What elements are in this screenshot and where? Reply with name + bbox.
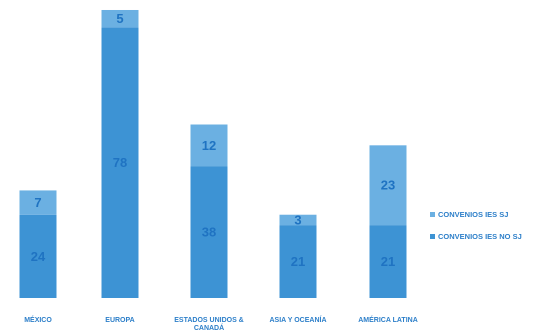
category-label-america-latina: AMÉRICA LATINA [358, 315, 418, 324]
bar-convenios-ies-sj-asia-y-oceania [279, 214, 317, 226]
legend-swatch-convenios-ies-sj [430, 212, 435, 217]
value-label-convenios-ies-sj-mexico: 7 [34, 195, 41, 210]
bar-convenios-ies-sj-america-latina [369, 145, 407, 226]
category-label-mexico: MÉXICO [24, 315, 52, 324]
value-labels-group: 24 7 78 5 38 12 21 3 21 23 [31, 11, 395, 269]
category-label-estados-unidos-canada-line2: CANADÁ [194, 323, 224, 330]
bar-convenios-ies-no-sj-america-latina [369, 225, 407, 298]
legend-label-convenios-ies-no-sj: CONVENIOS IES NO SJ [438, 232, 522, 241]
bar-convenios-ies-sj-europa [101, 9, 139, 28]
value-label-convenios-ies-no-sj-estados-unidos-canada: 38 [202, 225, 216, 240]
bars-group [19, 9, 407, 299]
bar-convenios-ies-no-sj-mexico [19, 214, 57, 298]
legend: CONVENIOS IES SJ CONVENIOS IES NO SJ [430, 210, 522, 241]
category-label-europa: EUROPA [105, 317, 134, 324]
value-label-convenios-ies-no-sj-europa: 78 [113, 155, 127, 170]
legend-label-convenios-ies-sj: CONVENIOS IES SJ [438, 210, 508, 219]
bar-convenios-ies-no-sj-asia-y-oceania [279, 225, 317, 298]
bar-convenios-ies-sj-mexico [19, 190, 57, 215]
category-label-asia-y-oceania: ASIA Y OCEANÍA [269, 315, 326, 324]
value-label-convenios-ies-no-sj-america-latina: 21 [381, 254, 395, 269]
category-label-estados-unidos-canada: ESTADOS UNIDOS & [174, 317, 244, 324]
value-label-convenios-ies-sj-estados-unidos-canada: 12 [202, 138, 216, 153]
bar-convenios-ies-no-sj-estados-unidos-canada [190, 166, 228, 298]
value-label-convenios-ies-no-sj-asia-y-oceania: 21 [291, 254, 305, 269]
value-label-convenios-ies-sj-america-latina: 23 [381, 178, 395, 193]
legend-swatch-convenios-ies-no-sj [430, 234, 435, 239]
value-label-convenios-ies-no-sj-mexico: 24 [31, 249, 46, 264]
value-label-convenios-ies-sj-europa: 5 [116, 11, 123, 26]
category-labels-group: MÉXICO EUROPA ESTADOS UNIDOS &CANADÁ ASIA Y… [24, 315, 418, 330]
bar-convenios-ies-no-sj-europa [101, 27, 139, 299]
value-label-convenios-ies-sj-asia-y-oceania: 3 [294, 212, 301, 227]
bar-convenios-ies-sj-estados-unidos-canada [190, 124, 228, 167]
